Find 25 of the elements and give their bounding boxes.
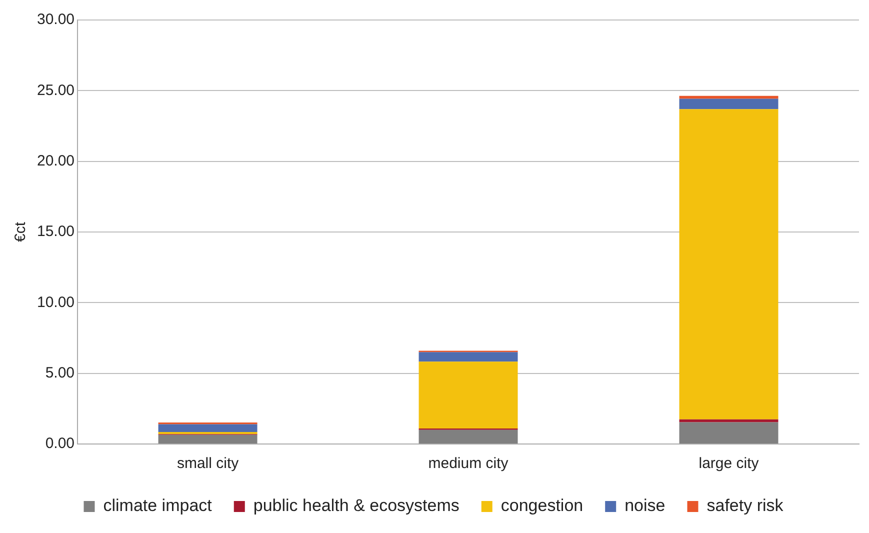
bar [418, 352, 518, 362]
bar [418, 430, 518, 444]
legend-label: safety risk [706, 496, 784, 516]
y-tick-label: 30.00 [36, 11, 75, 28]
y-tick-label: 5.00 [45, 364, 75, 382]
y-tick-label: 20.00 [36, 152, 75, 170]
bar [158, 432, 258, 434]
y-axis-title: €ct [12, 221, 30, 242]
bar [679, 422, 778, 444]
y-tick-label: 0.00 [45, 435, 75, 452]
bar [418, 362, 518, 428]
y-tick-label: 15.00 [36, 223, 75, 240]
x-tick-label: large city [698, 455, 760, 472]
bar [679, 98, 778, 110]
bar [158, 424, 258, 432]
y-tick-label: 10.00 [36, 294, 75, 311]
legend-label: noise [624, 496, 666, 516]
legend-label: public health & ecosystems [253, 496, 460, 516]
y-tick-label: 25.00 [36, 82, 75, 99]
x-tick-label: medium city [428, 455, 509, 472]
legend-label: climate impact [103, 496, 212, 516]
x-tick-label: small city [176, 455, 240, 472]
legend-label: congestion [500, 496, 584, 516]
bar [158, 434, 258, 444]
bar [679, 109, 778, 420]
